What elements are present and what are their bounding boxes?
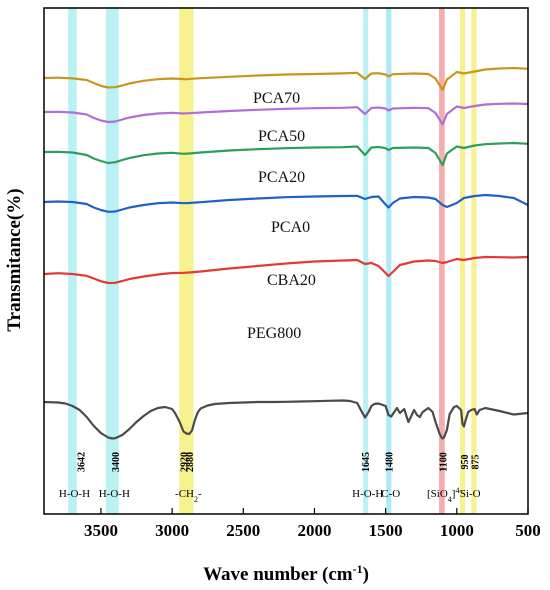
absorption-band bbox=[471, 8, 477, 514]
peak-label: 1645 bbox=[361, 452, 372, 472]
curve-labels: PCA70 PCA50 PCA20 PCA0 CBA20 PEG800 bbox=[247, 90, 316, 342]
spectrum-line-cba20 bbox=[43, 255, 529, 285]
spectrum-line-pca50 bbox=[43, 102, 529, 126]
curve-label-cba20: CBA20 bbox=[267, 272, 316, 289]
spectrum-line-pca70 bbox=[43, 66, 529, 92]
x-axis-title: Wave number (cm-1) bbox=[203, 562, 369, 585]
absorption-band bbox=[386, 8, 392, 514]
peak-label: 875 bbox=[471, 455, 482, 470]
y-axis-title: Transmitance(%) bbox=[4, 188, 25, 331]
absorption-band bbox=[363, 8, 369, 514]
spectrum-line-pca20 bbox=[43, 141, 529, 167]
group-label: H-O-H bbox=[99, 488, 130, 500]
x-tick-label: 1000 bbox=[440, 521, 474, 540]
group-label: C-O bbox=[381, 488, 400, 500]
absorption-band bbox=[105, 8, 119, 514]
curve-label-pca70: PCA70 bbox=[253, 90, 300, 107]
x-axis-ticks: 3500 3000 2500 2000 1500 1000 500 bbox=[84, 508, 541, 540]
group-labels: H-O-H H-O-H -CH2- H-O-HC-O [SiO4]4-Si-O bbox=[59, 486, 481, 504]
x-tick-label: 2000 bbox=[297, 521, 331, 540]
peak-label: 3642 bbox=[77, 452, 88, 472]
curve-label-peg800: PEG800 bbox=[247, 325, 301, 342]
peak-label: 1100 bbox=[439, 452, 450, 471]
x-tick-label: 3500 bbox=[84, 521, 118, 540]
x-axis-title-main: Wave number (cm bbox=[203, 564, 353, 585]
x-axis-title-end: ) bbox=[363, 564, 369, 585]
absorption-bands bbox=[68, 8, 477, 514]
peak-label: 2920 bbox=[180, 452, 191, 472]
x-tick-label: 1500 bbox=[369, 521, 403, 540]
spectrum-line-peg800 bbox=[43, 399, 529, 440]
curve-label-pca0: PCA0 bbox=[271, 219, 310, 236]
spectra-curves bbox=[43, 66, 529, 440]
peak-label: 3400 bbox=[111, 452, 122, 472]
group-label: [SiO4]4- bbox=[427, 486, 462, 504]
peak-label: 950 bbox=[460, 455, 471, 470]
absorption-band bbox=[439, 8, 445, 514]
curve-label-pca50: PCA50 bbox=[258, 128, 305, 145]
peak-label: 2880 bbox=[185, 452, 196, 472]
absorption-band bbox=[179, 8, 194, 514]
group-label: H-O-H bbox=[59, 488, 90, 500]
peak-label: 1480 bbox=[384, 452, 395, 472]
absorption-band bbox=[68, 8, 77, 514]
x-tick-label: 2500 bbox=[226, 521, 260, 540]
curve-label-pca20: PCA20 bbox=[258, 169, 305, 186]
absorption-band bbox=[459, 8, 466, 514]
x-tick-label: 500 bbox=[515, 521, 541, 540]
x-axis-title-sup: -1 bbox=[353, 562, 363, 576]
plot-frame bbox=[43, 7, 529, 515]
group-label: -CH2- bbox=[175, 488, 202, 504]
group-label: Si-O bbox=[460, 488, 481, 500]
group-label: H-O-H bbox=[352, 488, 383, 500]
spectrum-line-pca0 bbox=[43, 193, 529, 213]
x-tick-label: 3000 bbox=[155, 521, 189, 540]
